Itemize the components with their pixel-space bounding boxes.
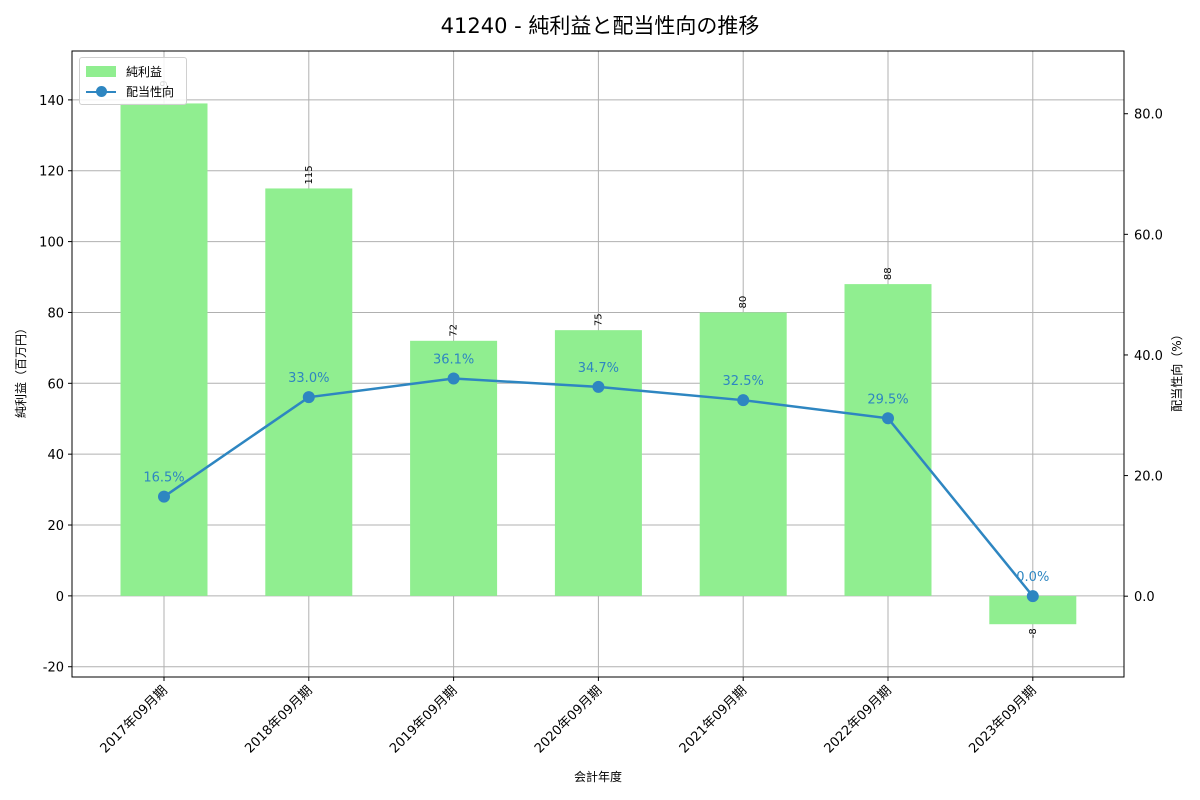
left-y-axis-label: 純利益（百万円） bbox=[14, 322, 28, 418]
payout-ratio-label: 0.0% bbox=[1016, 570, 1049, 585]
svg-text:2019年09月期: 2019年09月期 bbox=[387, 683, 460, 756]
svg-text:2017年09月期: 2017年09月期 bbox=[98, 683, 171, 756]
payout-ratio-label: 32.5% bbox=[723, 374, 764, 389]
bar bbox=[699, 312, 787, 596]
line-marker-swatch-icon bbox=[86, 85, 116, 97]
svg-text:60.0: 60.0 bbox=[1134, 228, 1163, 243]
line-marker bbox=[592, 380, 605, 393]
line-marker bbox=[302, 391, 315, 404]
line-marker bbox=[447, 372, 460, 385]
bar-value-label: -8 bbox=[1028, 628, 1039, 638]
right-y-axis-label: 配当性向（%） bbox=[1169, 328, 1184, 411]
payout-ratio-label: 16.5% bbox=[143, 471, 184, 486]
svg-text:80.0: 80.0 bbox=[1134, 108, 1163, 123]
bar-value-label: 115 bbox=[304, 165, 315, 184]
line-marker bbox=[882, 412, 894, 425]
left-y-axis: -20 0 20 40 60 80 100 120 140 bbox=[39, 94, 72, 676]
svg-text:2020年09月期: 2020年09月期 bbox=[532, 683, 605, 756]
svg-text:60: 60 bbox=[47, 377, 64, 392]
svg-text:2022年09月期: 2022年09月期 bbox=[822, 683, 895, 756]
x-axis-label: 会計年度 bbox=[574, 769, 622, 784]
payout-ratio-label: 33.0% bbox=[288, 371, 329, 386]
legend-item-net-income: 純利益 bbox=[86, 62, 162, 80]
bar-value-label: 75 bbox=[593, 313, 604, 326]
svg-text:40: 40 bbox=[47, 448, 64, 463]
svg-text:2021年09月期: 2021年09月期 bbox=[677, 683, 750, 756]
line-series-payout-ratio: 16.5% 33.0% 36.1% 34.7% 32.5% 29.5% 0.0% bbox=[143, 352, 1049, 603]
bar-swatch-icon bbox=[86, 65, 116, 77]
line-marker bbox=[1026, 590, 1039, 603]
line-marker bbox=[737, 394, 750, 407]
bar bbox=[844, 284, 932, 596]
bar-value-label: 72 bbox=[449, 324, 460, 337]
bar bbox=[120, 103, 208, 596]
x-axis: 2017年09月期 2018年09月期 2019年09月期 2020年09月期 2021… bbox=[98, 677, 1040, 757]
payout-ratio-label: 29.5% bbox=[867, 392, 908, 407]
svg-text:80: 80 bbox=[47, 306, 64, 321]
legend-label-net-income: 純利益 bbox=[126, 64, 163, 79]
bar bbox=[554, 330, 642, 596]
line-marker bbox=[158, 490, 170, 503]
svg-text:-20: -20 bbox=[43, 661, 64, 676]
payout-ratio-label: 34.7% bbox=[578, 361, 619, 376]
payout-ratio-label: 36.1% bbox=[433, 352, 474, 367]
right-y-axis: 0.0 20.0 40.0 60.0 80.0 bbox=[1124, 108, 1163, 605]
svg-text:0: 0 bbox=[56, 590, 64, 605]
legend-label-payout-ratio: 配当性向 bbox=[126, 84, 175, 99]
svg-text:100: 100 bbox=[39, 236, 64, 251]
svg-text:40.0: 40.0 bbox=[1134, 349, 1163, 364]
svg-text:20: 20 bbox=[47, 519, 64, 534]
legend-item-payout-ratio: 配当性向 bbox=[86, 82, 174, 100]
chart-title: 41240 - 純利益と配当性向の推移 bbox=[440, 14, 760, 38]
svg-text:20.0: 20.0 bbox=[1134, 470, 1163, 485]
svg-text:2023年09月期: 2023年09月期 bbox=[966, 683, 1039, 756]
svg-text:2018年09月期: 2018年09月期 bbox=[242, 683, 315, 756]
bar-value-label: 80 bbox=[738, 296, 749, 309]
svg-text:0.0: 0.0 bbox=[1134, 590, 1155, 605]
svg-text:120: 120 bbox=[39, 165, 64, 180]
svg-text:140: 140 bbox=[39, 94, 64, 109]
legend: 純利益 配当性向 bbox=[79, 57, 187, 105]
bar-value-label: 88 bbox=[883, 267, 894, 280]
